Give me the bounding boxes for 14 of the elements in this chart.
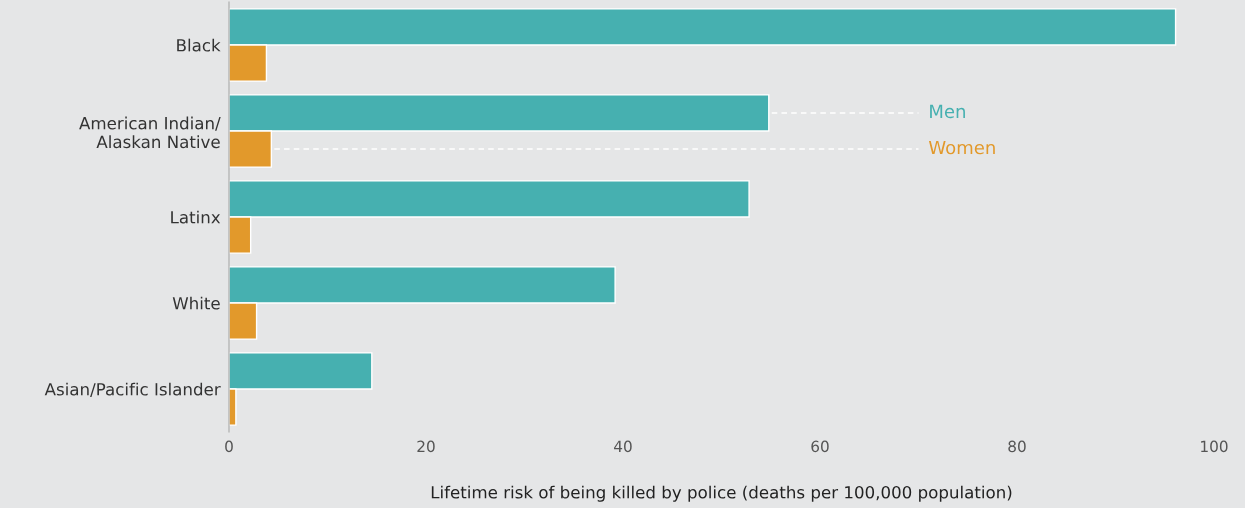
x-tick-label: 40 (614, 440, 632, 453)
y-tick-label: White (172, 296, 220, 310)
x-axis-title: Lifetime risk of being killed by police (deaths per 100,000 population) (431, 485, 1012, 502)
x-tick-label: 0 (225, 440, 233, 453)
x-tick-label: 80 (1008, 440, 1026, 453)
text: Women (928, 140, 995, 155)
text: Men (930, 104, 965, 119)
y-tick-label: Latinx (171, 210, 221, 224)
y-tick-label: Black (177, 38, 221, 52)
x-tick-label: 60 (811, 440, 829, 453)
x-tick-label: 100 (1201, 440, 1228, 453)
y-tick-label: Asian/Pacific Islander (44, 382, 221, 397)
y-tick-label: American Indian/ Alaskan Native (79, 116, 221, 149)
x-tick-label: 20 (417, 440, 435, 453)
